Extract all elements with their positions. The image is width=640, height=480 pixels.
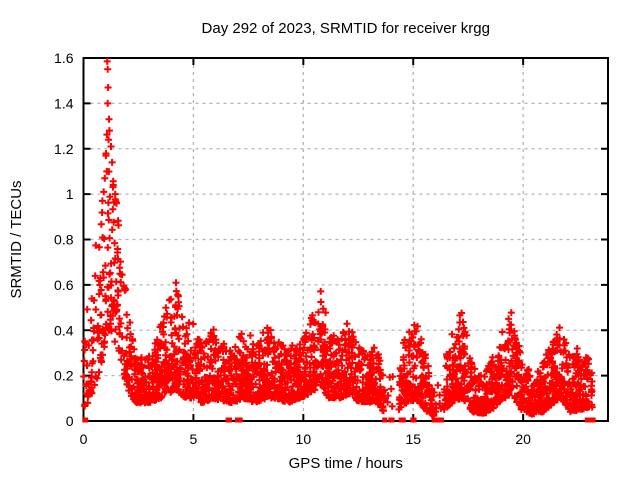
x-tick-label: 10 [296, 431, 312, 447]
scatter-points [80, 57, 596, 423]
y-tick-label: 0 [66, 413, 74, 429]
x-tick-label: 5 [190, 431, 198, 447]
y-axis-label: SRMTID / TECUs [8, 180, 25, 298]
x-tick-label: 0 [80, 431, 88, 447]
y-tick-label: 1.2 [54, 141, 74, 157]
tick-labels: 0 5 10 15 20 0 0.2 0.4 0.6 0.8 1 1.2 1.4 1.6 [54, 50, 531, 447]
y-tick-label: 1 [66, 186, 74, 202]
y-tick-label: 0.8 [54, 232, 74, 248]
axis-ticks [82, 57, 608, 422]
data-point-markers [80, 57, 596, 420]
y-tick-label: 0.2 [54, 368, 74, 384]
y-tick-label: 1.4 [54, 95, 74, 111]
chart-title: Day 292 of 2023, SRMTID for receiver krg… [202, 20, 490, 37]
y-tick-label: 0.6 [54, 277, 74, 293]
x-tick-label: 20 [515, 431, 531, 447]
x-axis-label: GPS time / hours [289, 455, 403, 472]
y-tick-label: 1.6 [54, 50, 74, 66]
y-tick-label: 0.4 [54, 322, 74, 338]
x-tick-label: 15 [405, 431, 421, 447]
